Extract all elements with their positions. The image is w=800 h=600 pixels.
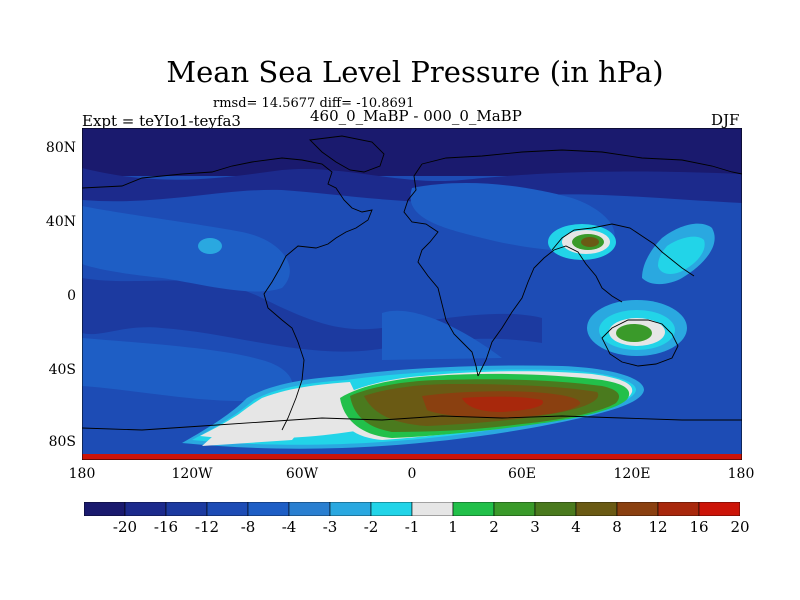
- colorbar-swatch: [575, 502, 618, 516]
- lat-tick-label: 80S: [48, 434, 76, 450]
- experiment-label: Expt = teYIo1-teyfa3: [82, 112, 241, 130]
- colorbar-swatch: [657, 502, 700, 516]
- colorbar-label: -8: [240, 518, 256, 536]
- tibet-contour-brown: [581, 237, 599, 247]
- colorbar-swatch: [493, 502, 536, 516]
- colorbar-label: -16: [153, 518, 179, 536]
- colorbar-label: 2: [489, 518, 499, 536]
- colorbar-label: 12: [648, 518, 668, 536]
- colorbar: [84, 502, 740, 516]
- lon-tick-label: 180: [68, 466, 96, 482]
- coastlines: [82, 135, 742, 431]
- lon-tick-label: 60E: [507, 466, 537, 482]
- lat-tick-label: 40N: [45, 214, 76, 230]
- australia-contour-green: [616, 324, 652, 342]
- pressure-anomaly-map: [82, 128, 742, 460]
- lon-tick-label: 120E: [613, 466, 651, 482]
- southern-edge-strip: [82, 454, 742, 460]
- colorbar-swatch: [124, 502, 167, 516]
- colorbar-label: 8: [612, 518, 622, 536]
- africa-light: [382, 310, 502, 360]
- colorbar-swatch: [370, 502, 413, 516]
- colorbar-swatch: [288, 502, 331, 516]
- colorbar-swatch: [165, 502, 208, 516]
- colorbar-swatch: [84, 502, 126, 516]
- lat-tick-label: 40S: [48, 362, 76, 378]
- lon-tick-label: 60W: [285, 466, 319, 482]
- chart-title: Mean Sea Level Pressure (in hPa): [166, 55, 664, 89]
- antarctic-white: [202, 389, 322, 446]
- colorbar-swatch: [452, 502, 495, 516]
- colorbar-label: -12: [194, 518, 220, 536]
- colorbar-label: 1: [448, 518, 458, 536]
- colorbar-label: -1: [404, 518, 420, 536]
- north-america-feature: [198, 238, 222, 254]
- subtitle-label: 460_0_MaBP - 000_0_MaBP: [310, 107, 522, 125]
- colorbar-label: 20: [730, 518, 750, 536]
- lon-tick-label: 120W: [171, 466, 213, 482]
- southern-contour-red: [462, 396, 543, 412]
- season-label: DJF: [711, 111, 740, 129]
- colorbar-swatch: [616, 502, 659, 516]
- colorbar-label: -20: [112, 518, 138, 536]
- colorbar-swatch: [247, 502, 290, 516]
- colorbar-label: -2: [363, 518, 379, 536]
- stats-label: rmsd= 14.5677 diff= -10.8691: [213, 96, 415, 111]
- lat-tick-label: 80N: [45, 140, 76, 156]
- colorbar-swatch: [411, 502, 454, 516]
- colorbar-label: 3: [530, 518, 540, 536]
- lon-tick-label: 0: [407, 466, 417, 482]
- colorbar-swatch: [329, 502, 372, 516]
- south-pacific-light: [82, 338, 293, 401]
- arctic-band: [82, 128, 742, 176]
- colorbar-label: 4: [571, 518, 581, 536]
- north-pacific-light: [82, 206, 290, 292]
- colorbar-swatch: [698, 502, 740, 516]
- colorbar-swatch: [206, 502, 249, 516]
- east-asia-turquoise: [658, 236, 705, 274]
- colorbar-swatch: [534, 502, 577, 516]
- colorbar-label: 16: [689, 518, 709, 536]
- northern-band: [82, 168, 742, 203]
- lat-tick-label: 0: [67, 288, 76, 304]
- lon-tick-label: 180: [727, 466, 755, 482]
- colorbar-label: -3: [322, 518, 338, 536]
- colorbar-label: -4: [281, 518, 297, 536]
